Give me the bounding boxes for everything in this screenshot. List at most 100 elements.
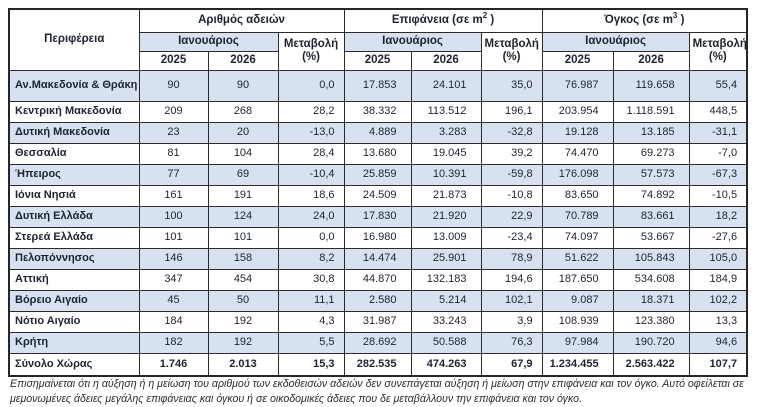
change-header-permits: Μεταβολή (%)	[277, 31, 345, 71]
value-cell: 28,4	[277, 142, 345, 165]
value-cell: 69	[207, 163, 279, 186]
value-cell: 22,9	[480, 205, 543, 228]
region-cell: Ήπειρος	[8, 163, 140, 186]
change-header-surface: Μεταβολή (%)	[480, 31, 543, 71]
value-cell: 10.391	[410, 163, 482, 186]
value-cell: 2.013	[207, 352, 279, 377]
region-cell: Αττική	[8, 268, 140, 291]
region-cell: Νότιο Αιγαίο	[8, 310, 140, 333]
table-row: Δυτική Ελλάδα 100 124 24,0 17.830 21.920 22,9 7…	[8, 205, 748, 228]
value-cell: 184	[138, 310, 209, 333]
value-cell: 176.098	[541, 163, 614, 186]
value-cell: 4,3	[277, 310, 345, 333]
value-cell: 19.045	[410, 142, 482, 165]
value-cell: -10,4	[277, 163, 345, 186]
change-header-volume: Μεταβολή (%)	[688, 31, 748, 71]
group-header-volume: Όγκος (σε m3 )	[541, 8, 748, 33]
value-cell: 102,2	[688, 289, 748, 312]
table-row: Δυτική Μακεδονία 23 20 -13,0 4.889 3.283 -32,8…	[8, 121, 748, 144]
region-cell: Κρήτη	[8, 331, 140, 354]
building-permits-table: Περιφέρεια Αριθμός αδειών Επιφάνεια (σε …	[8, 8, 749, 377]
value-cell: 101	[138, 226, 209, 249]
value-cell: 203.954	[541, 100, 614, 123]
value-cell: 158	[207, 247, 279, 270]
value-cell: 2.580	[343, 289, 412, 312]
value-cell: 94,6	[688, 331, 748, 354]
table-row: Αττική 347 454 30,8 44.870 132.183 194,6 187.65…	[8, 268, 748, 291]
value-cell: 119.658	[612, 69, 690, 102]
value-cell: 83.650	[541, 184, 614, 207]
value-cell: 24.509	[343, 184, 412, 207]
value-cell: 55,4	[688, 69, 748, 102]
region-cell: Αν.Μακεδονία & Θράκη	[8, 69, 140, 102]
value-cell: 78,9	[480, 247, 543, 270]
table-row: Πελοπόννησος 146 158 8,2 14.474 25.901 78,9 51.…	[8, 247, 748, 270]
value-cell: 18.371	[612, 289, 690, 312]
value-cell: 124	[207, 205, 279, 228]
value-cell: 534.608	[612, 268, 690, 291]
value-cell: 123.380	[612, 310, 690, 333]
region-cell: Δυτική Ελλάδα	[8, 205, 140, 228]
value-cell: 97.984	[541, 331, 614, 354]
value-cell: 13.009	[410, 226, 482, 249]
value-cell: 14.474	[343, 247, 412, 270]
value-cell: 51.622	[541, 247, 614, 270]
region-column-header: Περιφέρεια	[8, 8, 140, 71]
value-cell: 39,2	[480, 142, 543, 165]
value-cell: 5.214	[410, 289, 482, 312]
value-cell: 44.870	[343, 268, 412, 291]
value-cell: 3,9	[480, 310, 543, 333]
year-header-2025: 2025	[541, 50, 614, 71]
value-cell: 28,2	[277, 100, 345, 123]
value-cell: 67,9	[480, 352, 543, 377]
value-cell: 25.901	[410, 247, 482, 270]
value-cell: -7,0	[688, 142, 748, 165]
value-cell: 74.097	[541, 226, 614, 249]
value-cell: 3.283	[410, 121, 482, 144]
month-header-permits: Ιανουάριος	[138, 31, 279, 52]
value-cell: 76,3	[480, 331, 543, 354]
year-header-2025: 2025	[138, 50, 209, 71]
value-cell: 74.470	[541, 142, 614, 165]
table-total-row: Σύνολο Χώρας 1.746 2.013 15,3 282.535 474.263…	[8, 352, 748, 377]
value-cell: 90	[207, 69, 279, 102]
value-cell: -13,0	[277, 121, 345, 144]
value-cell: -10,5	[688, 184, 748, 207]
value-cell: 15,3	[277, 352, 345, 377]
value-cell: 100	[138, 205, 209, 228]
value-cell: 25.859	[343, 163, 412, 186]
value-cell: 16.980	[343, 226, 412, 249]
value-cell: -23,4	[480, 226, 543, 249]
value-cell: -31,1	[688, 121, 748, 144]
value-cell: 209	[138, 100, 209, 123]
value-cell: 9.087	[541, 289, 614, 312]
value-cell: 107,7	[688, 352, 748, 377]
value-cell: 74.892	[612, 184, 690, 207]
value-cell: -32,8	[480, 121, 543, 144]
value-cell: -10,8	[480, 184, 543, 207]
value-cell: 282.535	[343, 352, 412, 377]
year-header-2025: 2025	[343, 50, 412, 71]
value-cell: 76.987	[541, 69, 614, 102]
region-cell: Στερεά Ελλάδα	[8, 226, 140, 249]
value-cell: 190.720	[612, 331, 690, 354]
value-cell: 18,6	[277, 184, 345, 207]
value-cell: 347	[138, 268, 209, 291]
table-row: Ιόνια Νησιά 161 191 18,6 24.509 21.873 -10,8 83…	[8, 184, 748, 207]
footnote-text: Επισημαίνεται ότι η αύξηση ή η μείωση το…	[10, 377, 744, 405]
value-cell: 35,0	[480, 69, 543, 102]
value-cell: 5,5	[277, 331, 345, 354]
table-row: Κρήτη 182 192 5,5 28.692 50.588 76,3 97.984 190.…	[8, 331, 748, 354]
value-cell: 13.680	[343, 142, 412, 165]
value-cell: 146	[138, 247, 209, 270]
value-cell: 45	[138, 289, 209, 312]
value-cell: 28.692	[343, 331, 412, 354]
value-cell: 132.183	[410, 268, 482, 291]
value-cell: 53.667	[612, 226, 690, 249]
year-header-2026: 2026	[207, 50, 279, 71]
table-row: Στερεά Ελλάδα 101 101 0,0 16.980 13.009 -23,4 7…	[8, 226, 748, 249]
value-cell: 0,0	[277, 69, 345, 102]
value-cell: 50.588	[410, 331, 482, 354]
value-cell: 105.843	[612, 247, 690, 270]
value-cell: 161	[138, 184, 209, 207]
